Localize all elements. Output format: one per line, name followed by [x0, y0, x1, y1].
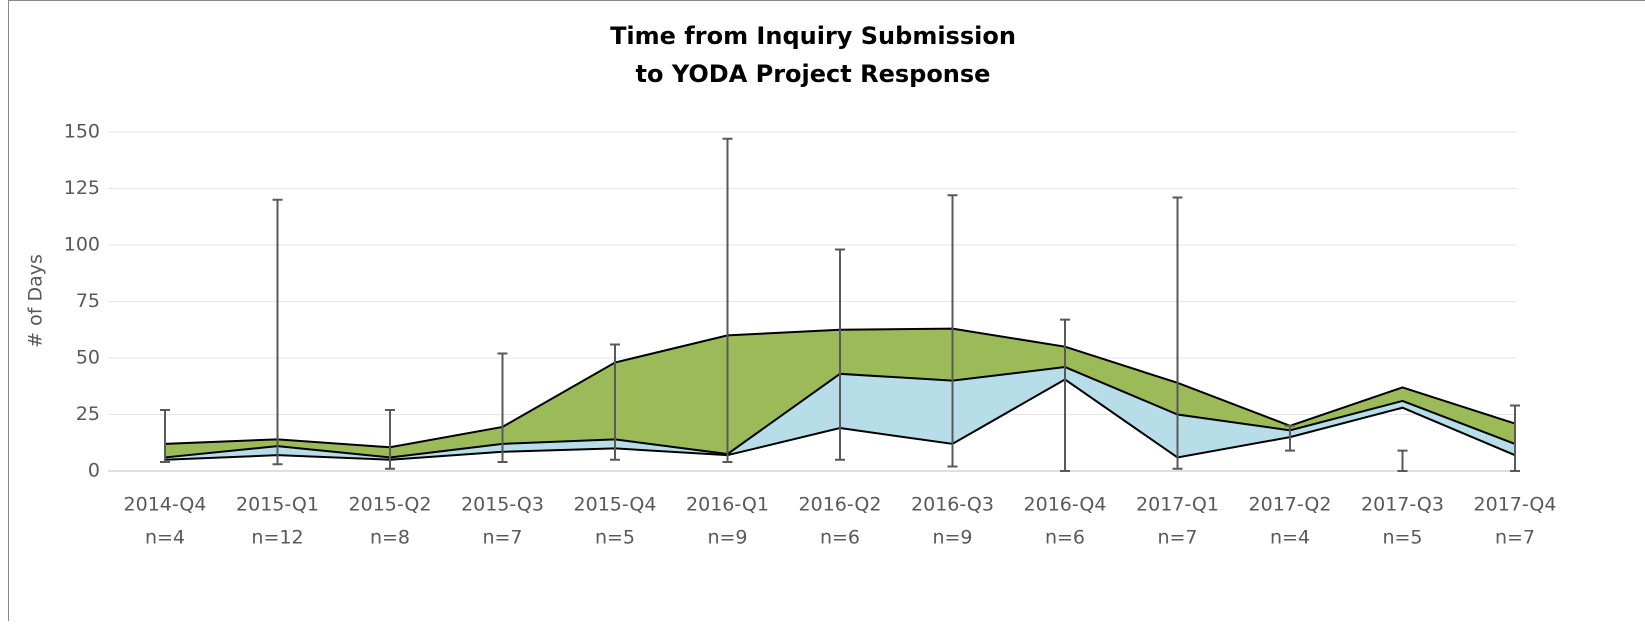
x-tick-count: n=7: [1157, 527, 1197, 549]
x-tick-label: 2016-Q3: [911, 494, 994, 516]
x-tick-label: 2014-Q4: [124, 494, 207, 516]
x-tick-count: n=6: [1045, 527, 1085, 549]
x-tick-label: 2017-Q2: [1249, 494, 1332, 516]
x-tick-count: n=6: [820, 527, 860, 549]
chart-title: to YODA Project Response: [636, 60, 991, 88]
y-tick-label: 25: [76, 403, 100, 425]
x-tick-count: n=5: [1382, 527, 1422, 549]
x-tick-count: n=12: [251, 527, 303, 549]
y-axis-label: # of Days: [25, 254, 47, 348]
x-tick-count: n=7: [482, 527, 522, 549]
x-tick-count: n=7: [1495, 527, 1535, 549]
x-tick-count: n=4: [145, 527, 185, 549]
x-tick-count: n=8: [370, 527, 410, 549]
x-tick-label: 2016-Q4: [1024, 494, 1107, 516]
x-tick-count: n=9: [932, 527, 972, 549]
x-tick-label: 2015-Q1: [236, 494, 319, 516]
y-tick-label: 0: [88, 460, 100, 482]
x-tick-label: 2017-Q3: [1361, 494, 1444, 516]
x-tick-label: 2017-Q4: [1474, 494, 1557, 516]
y-tick-label: 125: [64, 177, 100, 199]
x-tick-label: 2015-Q4: [574, 494, 657, 516]
x-tick-label: 2016-Q1: [686, 494, 769, 516]
x-tick-label: 2017-Q1: [1136, 494, 1219, 516]
x-tick-label: 2015-Q2: [349, 494, 432, 516]
x-tick-count: n=9: [707, 527, 747, 549]
x-tick-label: 2016-Q2: [799, 494, 882, 516]
x-tick-count: n=5: [595, 527, 635, 549]
y-tick-label: 150: [64, 121, 100, 143]
y-tick-label: 100: [64, 234, 100, 256]
x-tick-label: 2015-Q3: [461, 494, 544, 516]
chart-title: Time from Inquiry Submission: [610, 22, 1016, 50]
x-tick-count: n=4: [1270, 527, 1310, 549]
y-tick-label: 50: [76, 347, 100, 369]
y-tick-label: 75: [76, 290, 100, 312]
